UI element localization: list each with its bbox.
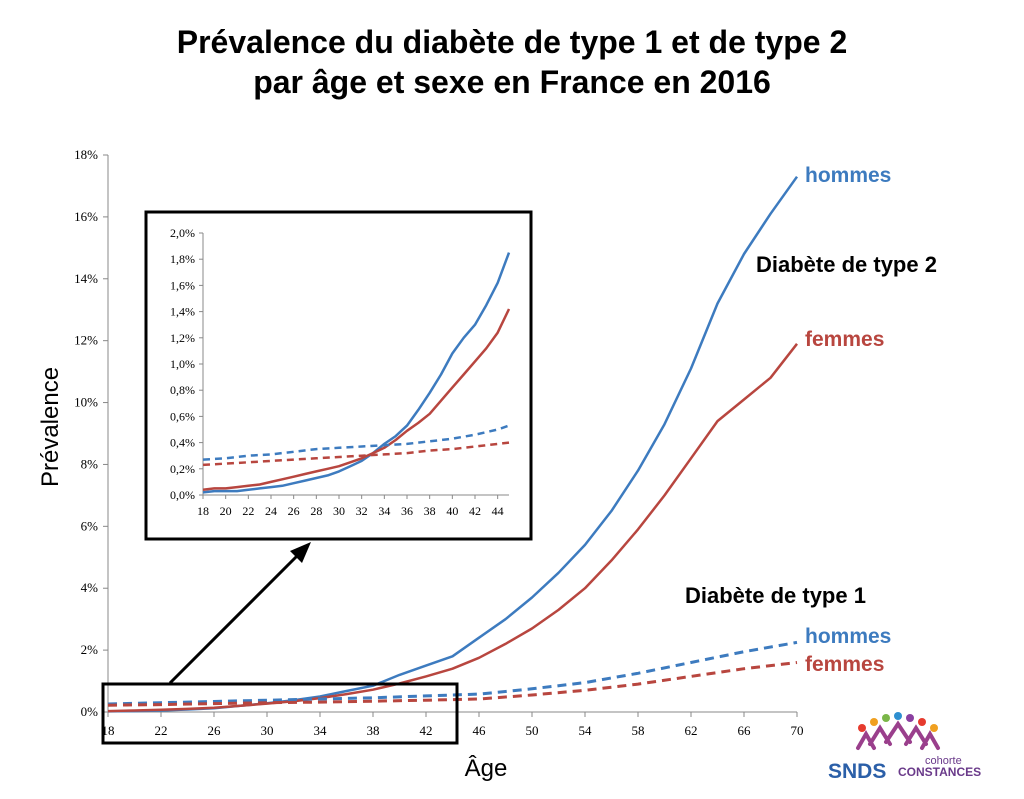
inset-series-line-type1-hommes <box>202 424 510 461</box>
inset-y-tick-label: 0,0% <box>170 488 195 502</box>
label-t1-femmes: femmes <box>805 653 884 676</box>
series-line-type2-femmes <box>107 343 798 713</box>
inset-y-tick-label: 1,4% <box>170 305 195 319</box>
x-tick-label: 38 <box>367 723 380 738</box>
inset-y-tick-label: 1,2% <box>170 331 195 345</box>
inset-series-line-type1-femmes <box>202 441 510 467</box>
inset-x-tick-label: 42 <box>469 504 481 518</box>
x-tick-label: 42 <box>420 723 433 738</box>
inset-y-tick-label: 1,0% <box>170 357 195 371</box>
logo-cohorte: cohorte <box>925 755 962 767</box>
inset-chart: 0,0% 0,2% 0,4% 0,6% 0,8% 1,0% 1,2% 1,4% 1,6% 1,8%… <box>144 210 533 541</box>
inset-y-tick-label: 0,8% <box>170 383 195 397</box>
constances-logo: SNDS cohorte CONSTANCES <box>828 712 981 783</box>
x-tick-label: 22 <box>155 723 168 738</box>
x-tick-label: 18 <box>102 723 115 738</box>
y-tick-label: 4% <box>81 580 99 595</box>
y-tick-label: 12% <box>74 333 98 348</box>
y-tick-label: 18% <box>74 147 98 162</box>
inset-y-tick-label: 1,6% <box>170 278 195 292</box>
inset-x-tick-label: 24 <box>265 504 277 518</box>
inset-x-tick-label: 32 <box>356 504 368 518</box>
y-tick-label: 8% <box>81 456 99 471</box>
y-tick-label: 14% <box>74 271 98 286</box>
y-tick-label: 10% <box>74 395 98 410</box>
inset-y-tick-label: 2,0% <box>170 226 195 240</box>
x-tick-label: 66 <box>738 723 752 738</box>
x-tick-label: 58 <box>632 723 645 738</box>
y-tick-label: 0% <box>81 704 99 719</box>
people-figures-icon <box>856 712 940 750</box>
inset-x-tick-label: 38 <box>424 504 436 518</box>
y-axis-label: Prévalence <box>37 367 64 487</box>
label-t2-femmes: femmes <box>805 328 884 351</box>
x-tick-label: 62 <box>685 723 698 738</box>
inset-x-tick-label: 20 <box>220 504 232 518</box>
inset-x-tick-label: 44 <box>492 504 504 518</box>
inset-frame <box>144 210 533 541</box>
x-tick-label: 50 <box>526 723 539 738</box>
inset-y-tick-label: 0,4% <box>170 436 195 450</box>
inset-x-tick-label: 36 <box>401 504 413 518</box>
label-t1-hommes: hommes <box>805 625 891 648</box>
chart-title-line2: par âge et sexe en France en 2016 <box>253 64 771 100</box>
inset-x-tick-label: 28 <box>310 504 322 518</box>
inset-x-tick-label: 26 <box>288 504 300 518</box>
zoom-arrow-line <box>168 551 302 685</box>
inset-x-tick-label: 30 <box>333 504 345 518</box>
logo-snds: SNDS <box>828 760 886 783</box>
inset-x-tick-label: 34 <box>378 504 390 518</box>
series-line-type1-femmes <box>107 661 798 707</box>
x-tick-label: 30 <box>261 723 274 738</box>
inset-y-tick-label: 0,6% <box>170 409 195 423</box>
inset-y-tick-label: 0,2% <box>170 462 195 476</box>
logo-constances: CONSTANCES <box>898 765 981 779</box>
x-tick-label: 54 <box>579 723 593 738</box>
x-tick-label: 70 <box>791 723 804 738</box>
y-tick-label: 16% <box>74 209 98 224</box>
series-line-type1-hommes <box>107 640 798 706</box>
label-type1: Diabète de type 1 <box>685 583 866 608</box>
main-axes: 0% 2% 4% 6% 8% 10% 12% 14% 16% 18% 18 22 26 30 34 38 42 4… <box>74 147 803 738</box>
inset-x-tick-label: 18 <box>197 504 209 518</box>
label-type2: Diabète de type 2 <box>756 252 937 277</box>
x-axis-label: Âge <box>465 755 508 782</box>
main-lines <box>107 175 799 713</box>
inset-y-tick-label: 1,8% <box>170 252 195 266</box>
x-tick-label: 26 <box>208 723 222 738</box>
zoom-arrow-head <box>290 542 311 563</box>
label-t2-hommes: hommes <box>805 164 891 187</box>
inset-series-line-type2-femmes <box>202 308 511 492</box>
inset-x-tick-label: 22 <box>242 504 254 518</box>
zoom-box <box>101 542 459 745</box>
x-tick-label: 46 <box>473 723 487 738</box>
inset-series-line-type2-hommes <box>202 252 511 494</box>
zoom-region-box <box>101 682 459 745</box>
y-tick-label: 6% <box>81 518 99 533</box>
inset-x-tick-label: 40 <box>446 504 458 518</box>
chart-title-line1: Prévalence du diabète de type 1 et de ty… <box>176 24 848 60</box>
x-tick-label: 34 <box>314 723 328 738</box>
y-tick-label: 2% <box>81 642 99 657</box>
